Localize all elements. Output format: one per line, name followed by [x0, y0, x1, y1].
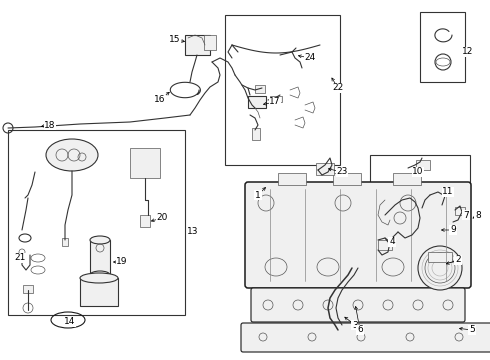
- Text: 20: 20: [156, 213, 168, 222]
- Bar: [370, 155, 470, 275]
- Text: 4: 4: [389, 238, 395, 247]
- Bar: [225, 15, 340, 165]
- Bar: [270, 96, 282, 102]
- Bar: [420, 12, 465, 82]
- Ellipse shape: [90, 271, 110, 279]
- FancyBboxPatch shape: [245, 182, 471, 288]
- Bar: [333, 173, 361, 185]
- Bar: [185, 35, 210, 55]
- Bar: [248, 96, 266, 108]
- Bar: [140, 215, 150, 227]
- Text: 12: 12: [462, 48, 474, 57]
- Bar: [90, 240, 110, 275]
- Text: 13: 13: [187, 228, 199, 237]
- Text: 7: 7: [463, 211, 469, 220]
- FancyBboxPatch shape: [251, 288, 465, 322]
- Bar: [62, 238, 68, 246]
- Bar: [255, 85, 265, 93]
- Text: 19: 19: [116, 257, 128, 266]
- Text: 5: 5: [469, 325, 475, 334]
- Bar: [80, 278, 118, 306]
- Text: 6: 6: [357, 325, 363, 334]
- Ellipse shape: [90, 236, 110, 244]
- Bar: [428, 252, 452, 262]
- Bar: [378, 240, 392, 250]
- Bar: [130, 148, 160, 178]
- Bar: [416, 160, 430, 170]
- Bar: [455, 207, 465, 215]
- Bar: [252, 128, 260, 140]
- Text: 11: 11: [442, 188, 454, 197]
- Bar: [278, 173, 306, 185]
- FancyBboxPatch shape: [241, 323, 490, 352]
- Bar: [23, 285, 33, 293]
- Text: 17: 17: [269, 98, 281, 107]
- Text: 1: 1: [255, 190, 261, 199]
- Text: 3: 3: [352, 320, 358, 329]
- Text: 16: 16: [154, 95, 166, 104]
- Bar: [316, 163, 334, 175]
- Circle shape: [418, 246, 462, 290]
- Text: 21: 21: [14, 253, 25, 262]
- Text: 22: 22: [332, 84, 343, 93]
- Ellipse shape: [46, 139, 98, 171]
- Text: 15: 15: [169, 36, 181, 45]
- Text: 18: 18: [44, 121, 56, 130]
- Text: 14: 14: [64, 318, 75, 327]
- Text: 10: 10: [412, 167, 424, 176]
- Bar: [393, 173, 421, 185]
- Text: 23: 23: [336, 167, 348, 176]
- Bar: [8, 130, 185, 315]
- Text: 8: 8: [475, 211, 481, 220]
- Bar: [204, 35, 216, 50]
- Text: 2: 2: [455, 256, 461, 265]
- Text: 24: 24: [304, 54, 316, 63]
- Text: 9: 9: [450, 225, 456, 234]
- Ellipse shape: [80, 273, 118, 283]
